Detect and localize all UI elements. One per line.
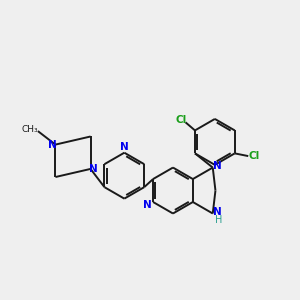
Text: Cl: Cl	[248, 151, 259, 161]
Text: N: N	[120, 142, 129, 152]
Text: Cl: Cl	[176, 115, 187, 124]
Text: N: N	[213, 207, 222, 217]
Text: N: N	[143, 200, 152, 210]
Text: N: N	[213, 161, 222, 171]
Text: N: N	[48, 140, 57, 150]
Text: H: H	[215, 215, 222, 225]
Text: CH₃: CH₃	[21, 125, 38, 134]
Text: N: N	[89, 164, 98, 174]
